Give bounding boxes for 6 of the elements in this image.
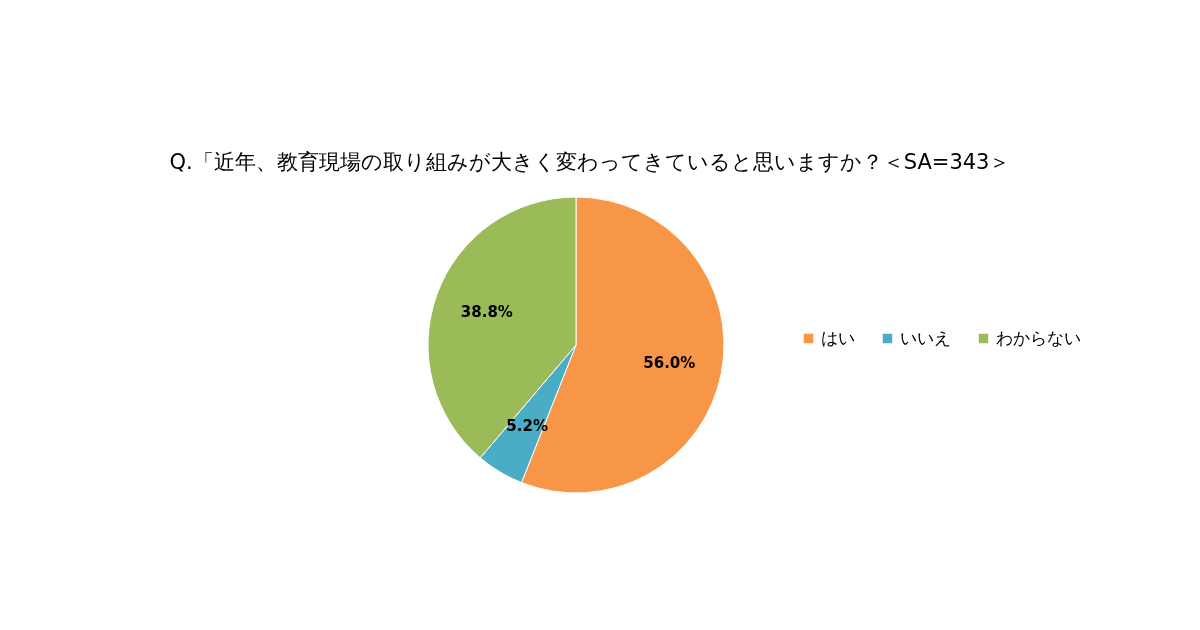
- chart-title: Q.「近年、教育現場の取り組みが大きく変わってきていると思いますか？＜SA=343＞: [169, 150, 1011, 174]
- legend-label: はい: [821, 327, 855, 348]
- legend-label: いいえ: [900, 327, 951, 348]
- data-label: 56.0%: [643, 353, 696, 372]
- data-label: 38.8%: [460, 303, 513, 322]
- legend-label: わからない: [996, 327, 1081, 348]
